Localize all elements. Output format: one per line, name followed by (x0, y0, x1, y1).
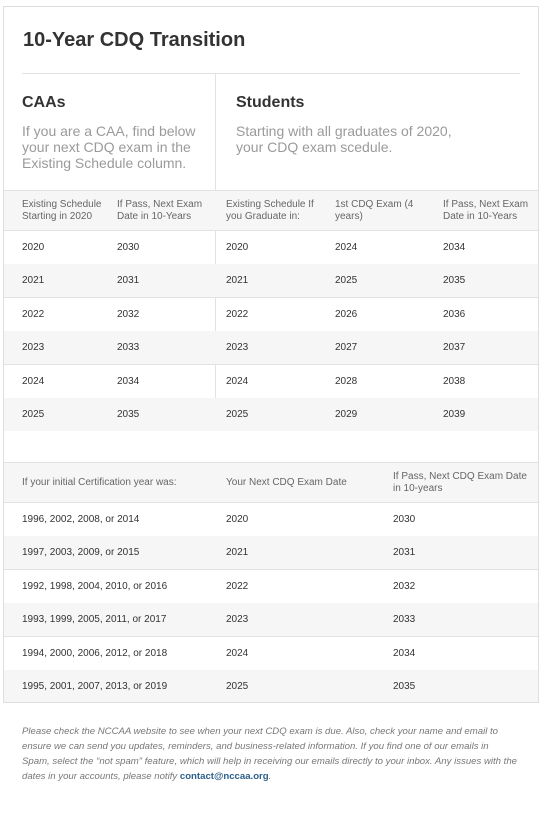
table-cell: 2023 (226, 342, 249, 354)
table-cell: 2024 (226, 647, 249, 659)
table-header-cell: Existing Schedule If you Graduate in: (226, 199, 314, 222)
table-row: 2021 2031 2021 2025 2035 (4, 264, 538, 299)
table-cell: 2025 (226, 409, 249, 420)
table-cell: 2037 (443, 342, 466, 354)
table-header-cell: 1st CDQ Exam (4 years) (335, 199, 414, 222)
footer-end: . (268, 771, 272, 782)
table-cell: 2033 (117, 342, 140, 354)
table-spacer (4, 431, 538, 462)
table-cell: 2031 (393, 547, 416, 559)
table-cell: 2025 (335, 275, 358, 287)
table-cell: 2027 (335, 342, 358, 354)
table-cell: 1995, 2001, 2007, 2013, or 2019 (22, 681, 168, 692)
table-cell: 2034 (393, 647, 416, 659)
table-cell: 2024 (226, 375, 249, 387)
table-cell: 2021 (226, 547, 249, 559)
table-cell: 2029 (335, 409, 358, 420)
table-cell: 1997, 2003, 2009, or 2015 (22, 547, 140, 559)
table-row: 1997, 2003, 2009, or 2015 2021 2031 (4, 536, 538, 571)
table-cell: 2035 (443, 275, 466, 287)
table-row: 1994, 2000, 2006, 2012, or 2018 2024 2034 (4, 637, 538, 671)
table-row: 1996, 2002, 2008, or 2014 2020 2030 (4, 503, 538, 537)
section-divider (215, 74, 216, 431)
title-divider (22, 73, 520, 74)
table-cell: 2026 (335, 308, 358, 320)
table-cell: 2022 (22, 308, 45, 320)
table-cell: 1994, 2000, 2006, 2012, or 2018 (22, 647, 168, 659)
table-cell: 2034 (117, 375, 140, 387)
table-row: 2022 2032 2022 2026 2036 (4, 298, 538, 332)
table-cell: 1993, 1999, 2005, 2011, or 2017 (22, 614, 167, 626)
table-row: 1993, 1999, 2005, 2011, or 2017 2023 2033 (4, 603, 538, 638)
table-cell: 2038 (443, 375, 466, 387)
table-cell: 2023 (226, 614, 249, 626)
table-cell: 2033 (393, 614, 416, 626)
table-cell: 2022 (226, 308, 249, 320)
table-header-cell: Existing Schedule Starting in 2020 (22, 199, 102, 222)
schedule-table-header: Existing Schedule Starting in 2020 If Pa… (4, 190, 538, 231)
table-row: 2024 2034 2024 2028 2038 (4, 365, 538, 399)
table-cell: 2032 (393, 580, 416, 592)
table-header-cell: If Pass, Next Exam Date in 10-Years (117, 199, 203, 222)
table-header-cell: If your initial Certification year was: (22, 477, 177, 488)
table-cell: 2035 (393, 681, 416, 692)
transition-card: 10-Year CDQ Transition CAAs If you are a… (3, 6, 539, 703)
table-row: 1995, 2001, 2007, 2013, or 2019 2025 2035 (4, 670, 538, 702)
table-cell: 2021 (226, 275, 249, 287)
table-cell: 2020 (226, 514, 249, 525)
certification-table-header: If your initial Certification year was: … (4, 462, 538, 503)
table-cell: 2024 (22, 375, 45, 387)
table-cell: 2036 (443, 308, 466, 320)
table-header-cell: Your Next CDQ Exam Date (226, 477, 347, 488)
table-row: 1992, 1998, 2004, 2010, or 2016 2022 2032 (4, 570, 538, 604)
table-cell: 2030 (117, 242, 140, 253)
footer-note: Please check the NCCAA website to see wh… (22, 724, 518, 784)
table-row: 2020 2030 2020 2024 2034 (4, 231, 538, 265)
table-cell: 2032 (117, 308, 140, 320)
table-header-cell: If Pass, Next Exam Date in 10-Years (443, 199, 529, 222)
table-cell: 2039 (443, 409, 466, 420)
caas-heading: CAAs (22, 94, 66, 111)
table-cell: 2020 (22, 242, 45, 253)
table-cell: 2025 (226, 681, 249, 692)
table-cell: 1996, 2002, 2008, or 2014 (22, 514, 140, 525)
caas-description: If you are a CAA, find below your next C… (22, 123, 196, 171)
table-row: 2025 2035 2025 2029 2039 (4, 398, 538, 432)
table-cell: 2034 (443, 242, 466, 253)
table-cell: 2020 (226, 242, 249, 253)
table-cell: 2024 (335, 242, 358, 253)
page-title: 10-Year CDQ Transition (23, 29, 246, 51)
students-heading: Students (236, 94, 305, 111)
table-cell: 2022 (226, 580, 249, 592)
table-cell: 2028 (335, 375, 358, 387)
table-row: 2023 2033 2023 2027 2037 (4, 331, 538, 366)
table-cell: 2030 (393, 514, 416, 525)
contact-email-link[interactable]: contact@nccaa.org (179, 771, 269, 782)
table-cell: 1992, 1998, 2004, 2010, or 2016 (22, 580, 168, 592)
table-header-cell: If Pass, Next CDQ Exam Date in 10-years (393, 471, 527, 494)
table-cell: 2021 (22, 275, 45, 287)
table-cell: 2031 (117, 275, 140, 287)
students-description: Starting with all graduates of 2020, you… (236, 123, 452, 155)
footer-text: Please check the NCCAA website to see wh… (22, 726, 518, 782)
table-cell: 2023 (22, 342, 45, 354)
table-cell: 2035 (117, 409, 140, 420)
table-cell: 2025 (22, 409, 45, 420)
